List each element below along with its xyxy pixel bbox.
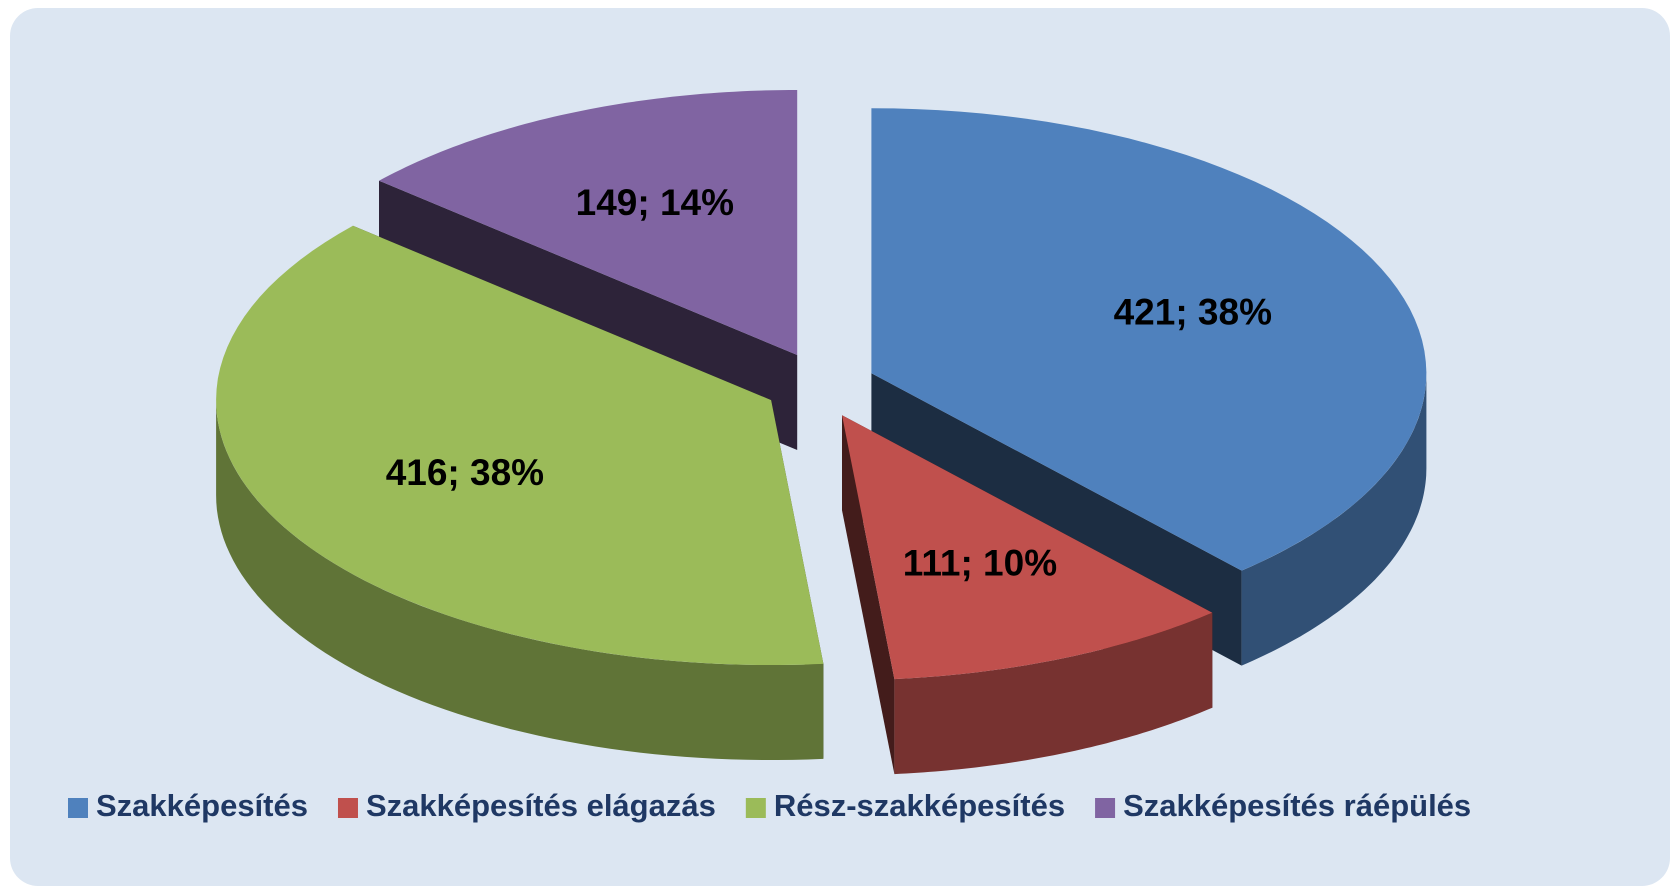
slice-top — [379, 90, 798, 355]
slice-top — [842, 415, 1213, 680]
data-label: 416; 38% — [386, 452, 544, 493]
slice-wall — [894, 612, 1213, 775]
legend-label: Szakképesítés elágazás — [366, 788, 716, 823]
data-label: 421; 38% — [1114, 291, 1272, 332]
slice-wall — [216, 400, 824, 760]
slice-wall — [1241, 373, 1427, 666]
legend-swatch — [337, 798, 358, 818]
pie-slice — [216, 225, 824, 760]
legend-swatch — [745, 798, 766, 818]
slice-side — [842, 415, 895, 775]
legend-label: Szakképesítés ráépülés — [1123, 788, 1471, 823]
pie-slice — [842, 415, 1213, 775]
legend-label: Rész-szakképesítés — [774, 788, 1065, 823]
legend-swatch — [68, 798, 88, 818]
legend-swatch — [1095, 798, 1116, 818]
data-label: 149; 14% — [576, 182, 734, 223]
legend-label: Szakképesítés — [96, 788, 308, 823]
slice-top — [216, 225, 824, 666]
slice-top — [871, 108, 1427, 571]
data-label: 111; 10% — [903, 543, 1057, 584]
